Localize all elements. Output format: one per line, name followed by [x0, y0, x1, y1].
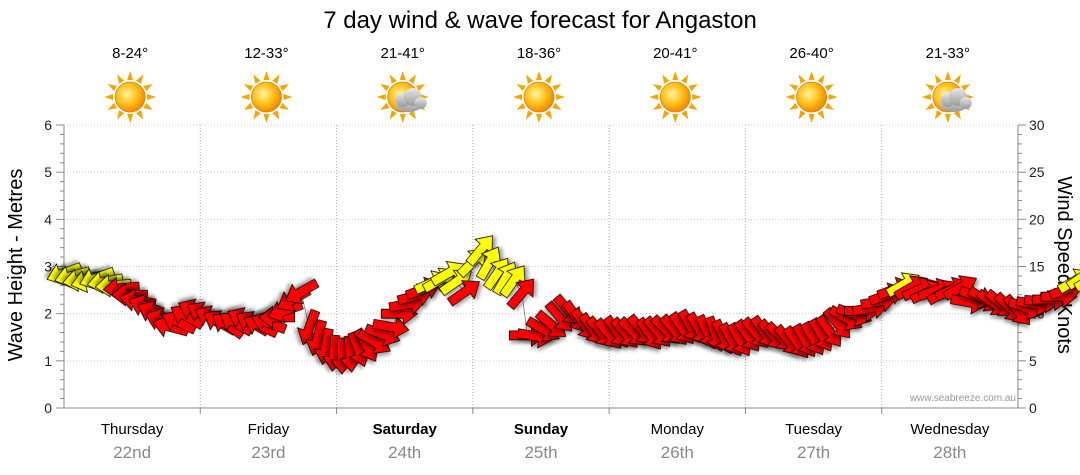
left-axis: 0 1 2 3 4 5 6	[44, 117, 65, 416]
day-date: 25th	[524, 443, 557, 462]
day-name: Thursday	[101, 421, 164, 438]
wind-arrow	[475, 246, 502, 282]
left-tick-label: 2	[44, 306, 52, 322]
left-tick-label: 0	[44, 400, 52, 416]
wind-arrow	[942, 275, 977, 301]
left-tick-label: 1	[44, 353, 52, 369]
wind-arrow	[499, 265, 526, 299]
right-tick-label: 20	[1029, 211, 1045, 227]
wind-arrow	[534, 309, 567, 337]
temperature-range: 8-24°	[112, 45, 148, 62]
wind-arrows	[46, 235, 1080, 375]
sun-cloud-icon	[921, 71, 974, 123]
day-labels: Thursday 22nd Friday 23rd Saturday 24th Sunday…	[101, 421, 990, 462]
day-name: Saturday	[373, 421, 438, 438]
left-tick-label: 5	[44, 164, 52, 180]
temperature-range: 20-41°	[653, 45, 697, 62]
day-date: 28th	[933, 443, 966, 462]
wind-arrow	[506, 278, 534, 311]
sun-cloud-icon	[376, 71, 429, 123]
day-date: 26th	[661, 443, 694, 462]
sun-icon	[513, 71, 565, 123]
left-tick-label: 4	[44, 211, 52, 227]
day-name: Tuesday	[785, 421, 842, 438]
wind-arrow	[465, 235, 493, 267]
day-name: Sunday	[514, 421, 569, 438]
right-tick-label: 25	[1029, 164, 1045, 180]
temperature-range: 21-41°	[381, 45, 425, 62]
sun-icon	[649, 71, 702, 123]
sun-icon	[240, 71, 293, 123]
day-date: 27th	[797, 443, 830, 462]
temperature-range: 12-33°	[244, 45, 288, 62]
day-date: 23rd	[251, 443, 285, 462]
temperature-range: 18-36°	[517, 45, 561, 62]
right-tick-label: 0	[1029, 400, 1037, 416]
wind-arrow	[446, 280, 480, 307]
wind-arrow	[284, 278, 320, 305]
day-date: 22nd	[113, 443, 151, 462]
wind-arrow	[372, 315, 410, 340]
chart-grid	[64, 124, 1018, 414]
wind-arrow	[822, 306, 851, 339]
y-axis-label-left: Wave Height - Metres	[5, 169, 27, 362]
sun-icon	[104, 71, 157, 123]
right-tick-label: 30	[1029, 117, 1045, 133]
right-tick-label: 15	[1029, 259, 1045, 275]
temperature-range: 26-40°	[789, 45, 833, 62]
day-name: Friday	[248, 421, 290, 438]
temperature-range: 21-33°	[926, 45, 970, 62]
right-tick-label: 5	[1029, 353, 1037, 369]
right-axis: 051015202530	[1017, 117, 1045, 416]
wind-arrow	[356, 328, 391, 355]
left-tick-label: 6	[44, 117, 52, 133]
day-date: 24th	[388, 443, 421, 462]
weather-row: 8-24° 12-33° 21-41° 18-36° 20-41° 26-40° 21-33…	[104, 45, 974, 123]
left-tick-label: 3	[44, 259, 52, 275]
day-name: Monday	[651, 421, 705, 438]
credit-text: www.seabreeze.com.au	[909, 393, 1016, 404]
day-name: Wednesday	[910, 421, 989, 438]
y-axis-label-right: Wind Speed - Knots	[1053, 176, 1075, 354]
sun-icon	[785, 71, 838, 123]
chart-title: 7 day wind & wave forecast for Angaston	[323, 7, 757, 34]
